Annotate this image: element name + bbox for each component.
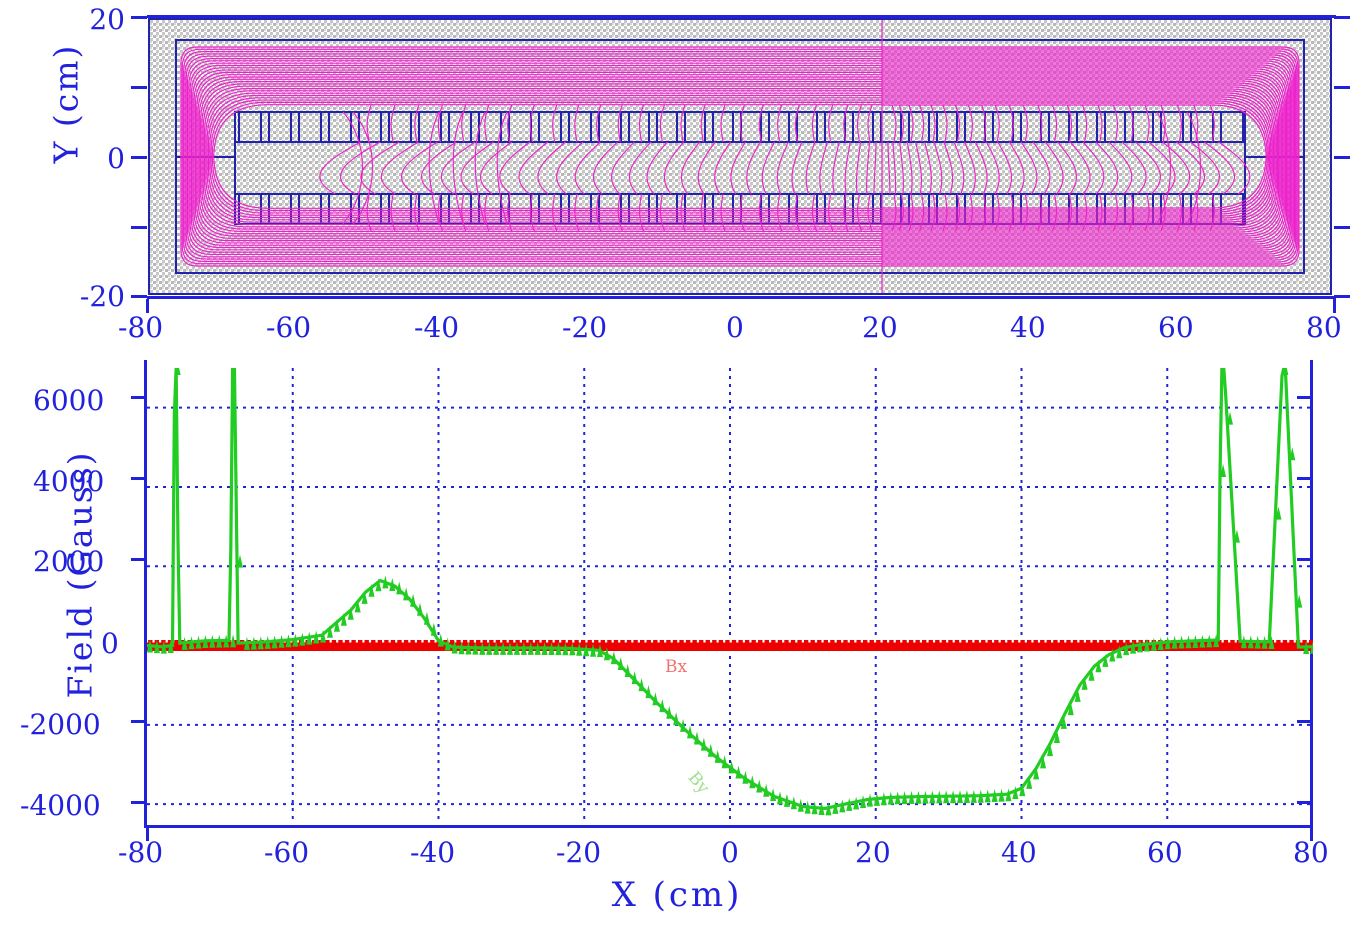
field-plot-bottom-axis (147, 825, 1313, 828)
top-ytick-mark-neg10 (131, 226, 147, 229)
top-ytick-mark-neg20 (131, 295, 147, 298)
field-ytick-neg2000: -2000 (20, 708, 101, 741)
field-xtick-80: 80 (1293, 836, 1329, 869)
top-ytick-0: 0 (107, 142, 125, 175)
magnet-geometry-plot (147, 17, 1333, 296)
geometry-svg (148, 18, 1332, 295)
field-ytick-mark-r2000 (1297, 558, 1313, 561)
field-svg (147, 368, 1313, 820)
top-xtick-neg20: -20 (562, 311, 608, 344)
top-xtick-40: 40 (1010, 311, 1046, 344)
field-plot-left-axis (144, 360, 147, 828)
top-xtick-neg40: -40 (414, 311, 460, 344)
field-ytick-mark-6000 (131, 396, 147, 399)
field-ytick-6000: 6000 (33, 384, 105, 417)
field-xtick-mark-80 (1310, 828, 1313, 841)
field-ytick-mark-rneg2000 (1297, 720, 1313, 723)
legend-label-bx: Bx (665, 657, 688, 677)
field-ytick-2000: 2000 (33, 545, 105, 578)
field-xtick-mark-neg80 (146, 828, 149, 841)
fem-mesh-region (149, 19, 1331, 294)
top-panel-bottom-border (147, 296, 1336, 299)
field-ytick-mark-r6000 (1297, 396, 1313, 399)
top-ytick-mark-10 (131, 86, 147, 89)
top-xtick-20: 20 (862, 311, 898, 344)
field-xtick-60: 60 (1147, 836, 1183, 869)
by-series (147, 368, 1313, 816)
air-box-outline (148, 18, 1332, 295)
field-ytick-mark-rneg4000 (1297, 801, 1313, 804)
top-ytick-20: 20 (89, 3, 125, 36)
field-plot-x-axis-label: X (cm) (611, 875, 743, 915)
field-ytick-mark-r4000 (1297, 477, 1313, 480)
field-xtick-40: 40 (1001, 836, 1037, 869)
field-xtick-neg80: -80 (118, 836, 164, 869)
top-ytick-mark-0 (131, 156, 147, 159)
top-ytick-mark-r0 (1334, 156, 1350, 159)
top-ytick-neg20: -20 (79, 280, 125, 313)
field-ytick-mark-4000 (131, 477, 147, 480)
top-ytick-mark-20 (131, 16, 147, 19)
top-xtick-0: 0 (726, 311, 744, 344)
field-xtick-neg20: -20 (556, 836, 602, 869)
top-xtick-80: 80 (1306, 311, 1342, 344)
top-panel-top-border (147, 15, 1336, 18)
field-xtick-neg60: -60 (264, 836, 310, 869)
field-ytick-neg4000: -4000 (20, 789, 101, 822)
field-plot-right-axis (1310, 360, 1313, 828)
field-xtick-neg40: -40 (410, 836, 456, 869)
field-ytick-mark-2000 (131, 558, 147, 561)
top-ytick-mark-rneg20 (1334, 295, 1350, 298)
field-xtick-20: 20 (855, 836, 891, 869)
gridlines-group (147, 368, 1313, 820)
top-xtick-neg60: -60 (266, 311, 312, 344)
top-xtick-neg80: -80 (118, 311, 164, 344)
top-ytick-mark-r20 (1334, 16, 1350, 19)
field-profile-plot (147, 368, 1313, 820)
by-markers (147, 368, 1313, 816)
top-ytick-mark-rneg10 (1334, 226, 1350, 229)
top-xtick-mark-neg80 (146, 299, 149, 313)
top-xtick-mark-80 (1333, 299, 1336, 313)
top-xtick-60: 60 (1158, 311, 1194, 344)
flux-lines-group (180, 46, 1300, 267)
field-ytick-mark-neg4000 (131, 801, 147, 804)
field-ytick-4000: 4000 (33, 465, 105, 498)
field-xtick-0: 0 (721, 836, 739, 869)
field-ytick-mark-neg2000 (131, 720, 147, 723)
field-ytick-0: 0 (101, 627, 119, 660)
top-ytick-mark-r10 (1334, 86, 1350, 89)
